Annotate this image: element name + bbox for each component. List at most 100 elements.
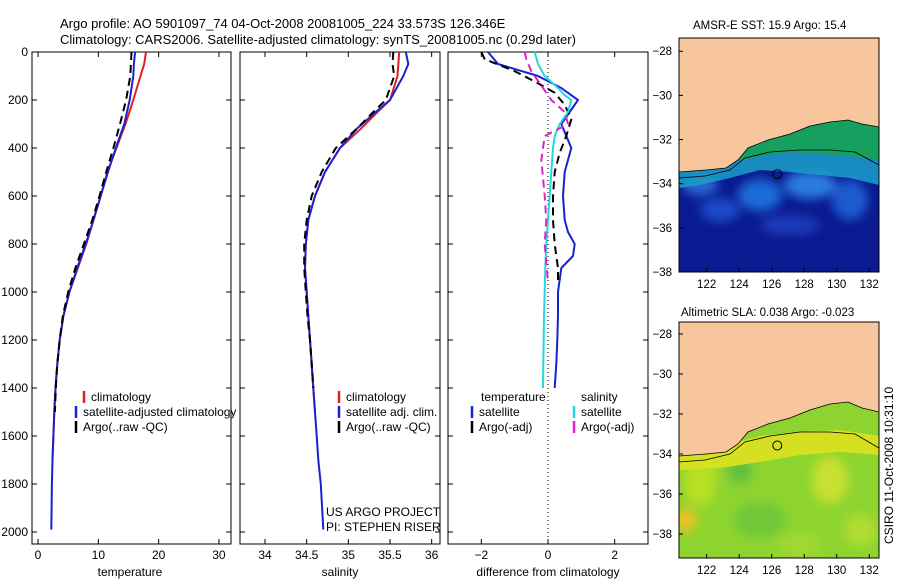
sla-map-title: Altimetric SLA: 0.038 Argo: -0.023 [681, 307, 854, 319]
sst-map-y-ticks: −28 −30 −32 −34 −36 −38 [652, 46, 683, 279]
sla-y-tick-label: −30 [652, 369, 672, 381]
sst-map-image [679, 38, 879, 272]
salinity-panel: 34 34.5 35 35.5 36 salinity climatology sate… [239, 51, 441, 579]
temperature-legend-satellite: satellite-adjusted climatology [83, 405, 236, 419]
title-line-1: Argo profile: AO 5901097_74 04-Oct-2008 … [60, 16, 506, 31]
sst-x-tick-label: 128 [795, 279, 814, 291]
difference-series-line-1 [480, 51, 573, 283]
temperature-series-line-1 [50, 51, 137, 530]
sla-argo-location-marker [772, 440, 783, 451]
temperature-series-line-2 [53, 51, 133, 413]
sst-y-tick-label: −38 [652, 267, 672, 279]
sst-x-tick-label: 126 [762, 279, 781, 291]
temperature-series [50, 51, 147, 530]
difference-y-ticks [448, 51, 648, 533]
temperature-panel: 0 200 400 600 800 1000 1200 1400 1600 1800 2000 0 1… [1, 45, 236, 579]
difference-x-tick-label: −2 [474, 548, 488, 562]
temperature-y-tick-label: 1000 [1, 285, 28, 299]
sst-y-tick-label: −30 [652, 90, 672, 102]
sst-map-frame [678, 37, 880, 273]
temperature-y-tick-label: 800 [8, 237, 28, 251]
sla-map-panel: Altimetric SLA: 0.038 Argo: -0.023 −28 −3… [652, 307, 880, 577]
sla-isobath [679, 431, 879, 463]
salinity-x-label: salinity [322, 565, 359, 579]
sla-map-frame [678, 321, 880, 559]
sst-shelf-water [679, 120, 879, 172]
difference-legend: temperature satellite Argo(-adj) salinit… [470, 390, 634, 434]
temperature-x-tick-label: 10 [92, 548, 106, 562]
sla-coastline [679, 401, 879, 457]
sst-x-tick-label: 124 [730, 279, 750, 291]
salinity-x-tick-label: 34 [258, 548, 272, 562]
difference-series-line-3 [523, 51, 569, 283]
difference-x-label: difference from climatology [476, 565, 619, 579]
temperature-y-tick-label: 1400 [1, 381, 28, 395]
sla-x-tick-label: 126 [762, 565, 781, 577]
difference-legend-salinity-heading: salinity [581, 390, 618, 404]
salinity-legend-satellite: satellite adj. clim. [346, 405, 437, 419]
temperature-y-tick-label: 400 [8, 141, 28, 155]
sst-y-tick-label: −36 [652, 223, 672, 235]
temperature-y-tick-label: 200 [8, 93, 28, 107]
sla-y-tick-label: −38 [652, 529, 672, 541]
difference-series-line-0 [487, 51, 579, 389]
sst-coastline [679, 119, 879, 173]
sla-x-tick-label: 130 [827, 565, 846, 577]
temperature-y-tick-label: 600 [8, 189, 28, 203]
sla-map-x-ticks: 122 124 126 128 130 132 [697, 554, 879, 577]
salinity-legend-argo: Argo(..raw -QC) [346, 420, 431, 434]
sst-x-tick-label: 132 [860, 279, 879, 291]
sst-map-x-ticks: 122 124 126 128 130 132 [697, 268, 879, 291]
sst-land [679, 38, 879, 172]
sla-x-tick-label: 122 [697, 565, 716, 577]
project-annotation-line-2: PI: STEPHEN RISER [326, 520, 441, 534]
temperature-x-tick-label: 20 [152, 548, 166, 562]
sla-x-tick-label: 128 [795, 565, 814, 577]
temperature-x-tick-label: 30 [212, 548, 226, 562]
temperature-y-tick-label: 1800 [1, 477, 28, 491]
temperature-y-tick-label: 1200 [1, 333, 28, 347]
difference-legend-temp-argo: Argo(-adj) [479, 420, 532, 434]
salinity-series-line-2 [303, 51, 396, 389]
project-annotation-line-1: US ARGO PROJECT [326, 505, 441, 519]
sla-x-tick-label: 124 [730, 565, 750, 577]
temperature-y-tick-label: 0 [21, 45, 28, 59]
temperature-legend-climatology: climatology [91, 390, 151, 404]
sst-x-tick-label: 130 [827, 279, 846, 291]
sla-map-y-ticks: −28 −30 −32 −34 −36 −38 [652, 329, 683, 541]
temperature-legend: climatology satellite-adjusted climatolo… [74, 390, 236, 434]
salinity-legend: climatology satellite adj. clim. Argo(..… [337, 390, 437, 434]
temperature-y-tick-label: 1600 [1, 429, 28, 443]
temperature-y-ticks: 0 200 400 600 800 1000 1200 1400 1600 1800 2000 [1, 45, 231, 539]
sst-x-tick-label: 122 [697, 279, 716, 291]
sst-y-tick-label: −34 [652, 179, 672, 191]
difference-x-tick-label: 0 [545, 548, 552, 562]
salinity-x-ticks: 34 34.5 35 35.5 36 [258, 52, 439, 562]
sla-anomaly-patches [679, 454, 876, 557]
sla-y-tick-label: −28 [652, 329, 672, 341]
sla-land [679, 322, 879, 456]
salinity-x-tick-label: 35.5 [378, 548, 402, 562]
sla-y-tick-label: −32 [652, 409, 672, 421]
temperature-axes-frame [31, 51, 232, 545]
temperature-legend-argo: Argo(..raw -QC) [83, 420, 168, 434]
difference-legend-temp-satellite: satellite [479, 405, 520, 419]
sst-map-panel: AMSR-E SST: 15.9 Argo: 15.4 −28−30− [652, 20, 880, 291]
difference-series [480, 51, 579, 389]
sst-argo-location-marker [772, 169, 783, 180]
sst-isobath [679, 149, 879, 179]
csiro-timestamp-label: CSIRO 11-Oct-2008 10:31:10 [882, 386, 896, 544]
salinity-series-line-1 [304, 51, 410, 530]
title-line-2: Climatology: CARS2006. Satellite-adjuste… [60, 32, 576, 47]
salinity-x-tick-label: 34.5 [295, 548, 319, 562]
sla-y-tick-label: −36 [652, 489, 672, 501]
salinity-x-tick-label: 35 [342, 548, 356, 562]
difference-panel: −2 0 2 difference from climatology tempera… [447, 51, 649, 579]
sst-shelf-edge-band [679, 150, 879, 188]
salinity-x-tick-label: 36 [425, 548, 439, 562]
sst-y-tick-label: −32 [652, 135, 672, 147]
temperature-x-label: temperature [98, 565, 163, 579]
difference-axes-frame [447, 51, 649, 545]
sst-y-tick-label: −28 [652, 46, 672, 58]
